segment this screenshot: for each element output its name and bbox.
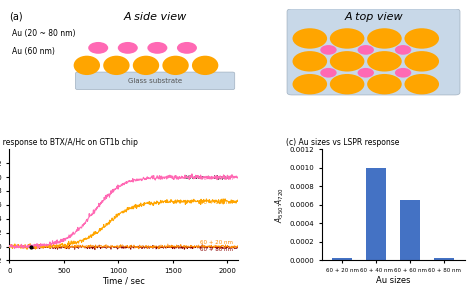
Circle shape	[330, 74, 365, 94]
Circle shape	[395, 45, 411, 55]
Circle shape	[330, 28, 365, 49]
Ellipse shape	[73, 56, 100, 75]
Circle shape	[357, 45, 374, 55]
Ellipse shape	[133, 56, 159, 75]
Circle shape	[320, 68, 337, 78]
Circle shape	[395, 68, 411, 78]
Circle shape	[404, 51, 439, 72]
Circle shape	[147, 42, 167, 54]
X-axis label: Au sizes: Au sizes	[376, 276, 410, 285]
FancyBboxPatch shape	[75, 72, 235, 90]
Text: (a): (a)	[9, 12, 23, 22]
Text: Glass substrate: Glass substrate	[128, 78, 182, 84]
Text: A top view: A top view	[344, 12, 403, 22]
FancyBboxPatch shape	[287, 9, 460, 95]
Text: Au (20 ~ 80 nm): Au (20 ~ 80 nm)	[12, 29, 75, 38]
Ellipse shape	[163, 56, 189, 75]
Bar	[400, 200, 420, 260]
Text: (b) LSPR response to BTX/A/Hc on GT1b chip: (b) LSPR response to BTX/A/Hc on GT1b ch…	[0, 138, 138, 147]
Circle shape	[292, 51, 327, 72]
Text: 60 + 40 nm: 60 + 40 nm	[200, 176, 233, 181]
Text: Au (60 nm): Au (60 nm)	[12, 47, 55, 57]
Circle shape	[292, 74, 327, 94]
Circle shape	[357, 68, 374, 78]
Bar	[434, 258, 454, 260]
Text: (c) Au sizes vs LSPR response: (c) Au sizes vs LSPR response	[286, 138, 399, 147]
Circle shape	[320, 45, 337, 55]
Circle shape	[292, 28, 327, 49]
Circle shape	[404, 74, 439, 94]
Circle shape	[367, 51, 402, 72]
Bar	[332, 258, 352, 260]
Ellipse shape	[103, 56, 129, 75]
Text: Under + Upper: Under + Upper	[185, 175, 233, 180]
Text: 60 + 60 nm: 60 + 60 nm	[200, 200, 233, 205]
Text: A side view: A side view	[123, 12, 187, 22]
Bar	[366, 168, 386, 260]
Text: 60 + 20 nm: 60 + 20 nm	[200, 240, 233, 245]
Circle shape	[88, 42, 108, 54]
X-axis label: Time / sec: Time / sec	[102, 277, 145, 286]
Circle shape	[118, 42, 138, 54]
Circle shape	[367, 74, 402, 94]
Circle shape	[367, 28, 402, 49]
Circle shape	[330, 51, 365, 72]
Text: 60 + 80 nm: 60 + 80 nm	[200, 247, 233, 252]
Circle shape	[177, 42, 197, 54]
Ellipse shape	[192, 56, 219, 75]
Circle shape	[404, 28, 439, 49]
Y-axis label: $A_{550}$$\cdot$$A_{720}$: $A_{550}$$\cdot$$A_{720}$	[274, 187, 286, 223]
